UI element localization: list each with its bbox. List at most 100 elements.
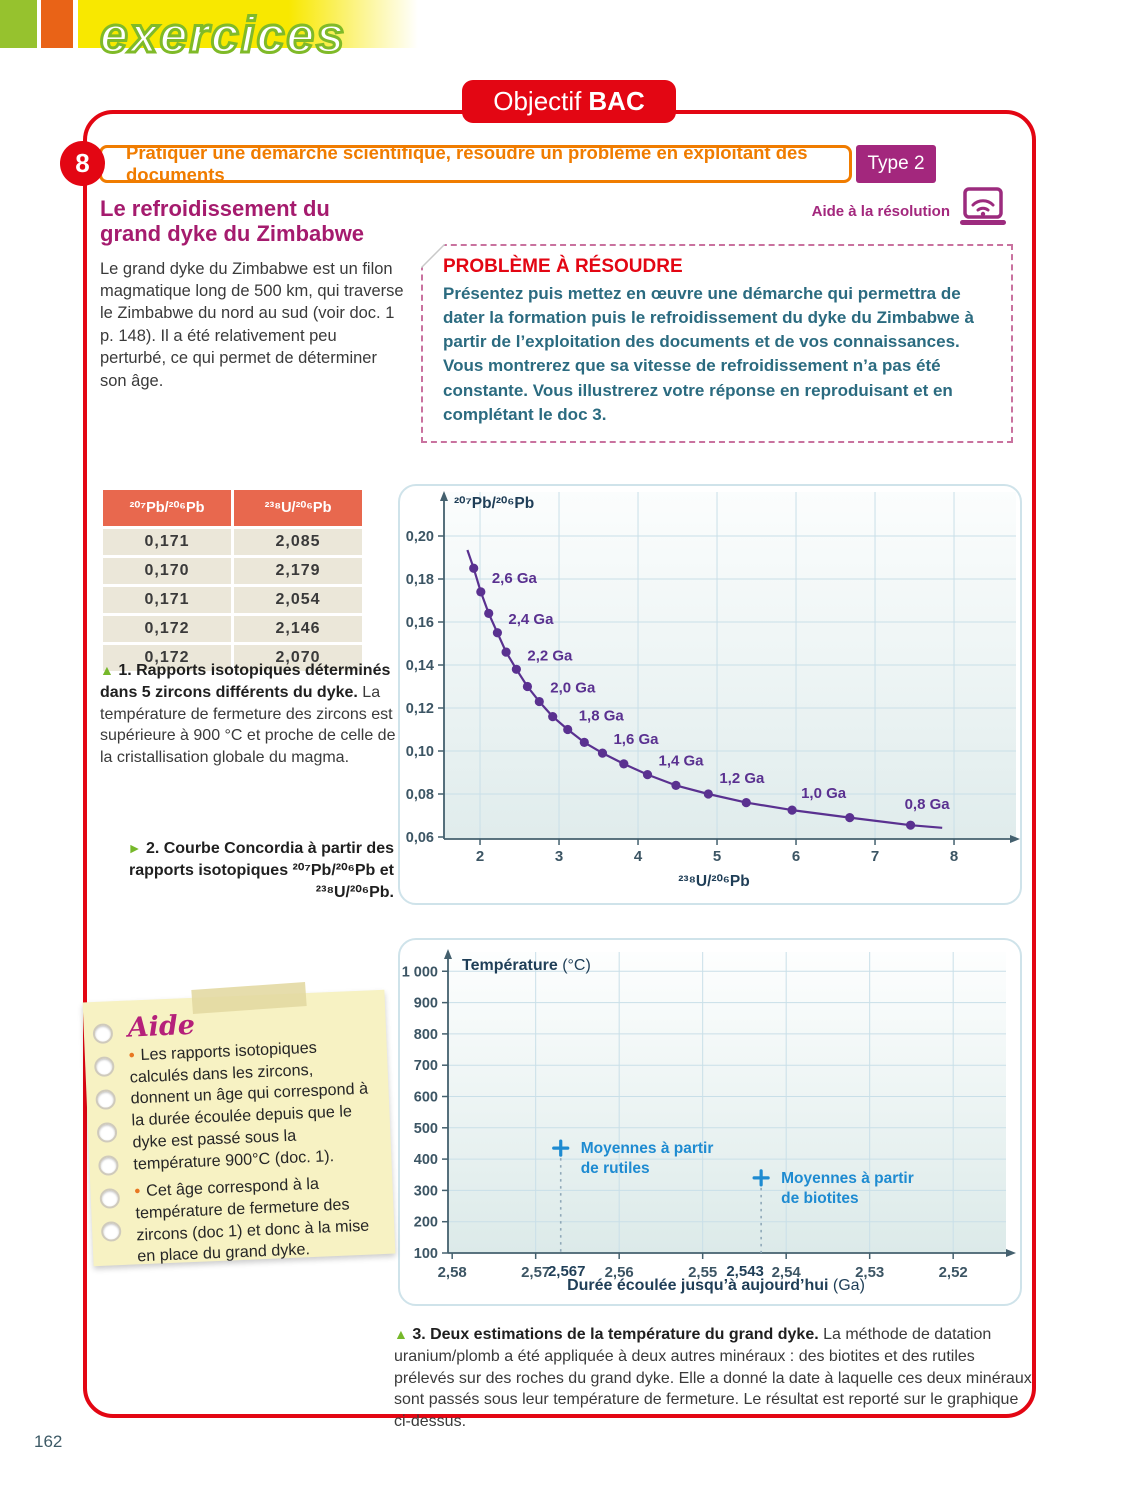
type-badge: Type 2	[856, 145, 936, 183]
table-cell: 2,054	[234, 587, 362, 613]
isotope-table: ²⁰⁷Pb/²⁰⁶Pb ²³⁸U/²⁰⁶Pb 0,171 2,085 0,170 2,1…	[100, 487, 365, 674]
folded-corner	[421, 244, 445, 268]
svg-text:Moyennes à partir: Moyennes à partir	[581, 1140, 714, 1157]
isotope-table-header: ²³⁸U/²⁰⁶Pb	[234, 490, 362, 526]
objectif-word: Objectif	[493, 86, 582, 116]
svg-text:500: 500	[414, 1121, 438, 1137]
punched-hole	[92, 1023, 114, 1045]
svg-text:0,20: 0,20	[406, 529, 434, 545]
isotope-table-body: 0,171 2,085 0,170 2,179 0,171 2,054 0,172 2,146…	[103, 529, 362, 671]
aide-note-bullet: Cet âge correspond à la température de f…	[134, 1171, 381, 1268]
table-cell: 0,171	[103, 587, 231, 613]
table-cell: 2,085	[234, 529, 362, 555]
svg-text:8: 8	[950, 848, 958, 865]
concordia-chart: 0,06 0,08 0,10 0,12 0,14 0,16 0,18 0,20 2 3 4 5 6 7 8 ²…	[398, 484, 1022, 905]
intro-title-line1: Le refroidissement du	[100, 196, 330, 221]
exercise-title-bar: Pratiquer une démarche scientifique, rés…	[99, 142, 852, 185]
banner-orange-block	[41, 0, 73, 48]
table-row: 0,171 2,085	[103, 529, 362, 555]
intro-title-line2: grand dyke du Zimbabwe	[100, 221, 365, 247]
table-row: 0,172 2,146	[103, 616, 362, 642]
table-row: 0,172 2,070	[103, 645, 362, 671]
punched-hole	[96, 1122, 118, 1143]
svg-text:0,8 Ga: 0,8 Ga	[905, 796, 951, 813]
svg-text:1,2 Ga: 1,2 Ga	[719, 770, 765, 787]
svg-text:2,567: 2,567	[548, 1263, 586, 1280]
caption-doc1-bold: 1. Rapports isotopiques déterminés dans …	[100, 662, 391, 701]
table-cell: 0,171	[103, 529, 231, 555]
caption-doc3-bold: 3. Deux estimations de la température du…	[412, 1326, 819, 1343]
intro-block: Le refroidissement du grand dyke du Zimb…	[100, 196, 404, 392]
exercise-number-badge: 8	[60, 141, 105, 186]
svg-text:0,16: 0,16	[406, 615, 434, 631]
svg-text:100: 100	[414, 1246, 438, 1262]
svg-text:2,54: 2,54	[772, 1264, 802, 1281]
svg-text:2,4 Ga: 2,4 Ga	[508, 611, 554, 628]
punched-hole	[98, 1155, 119, 1176]
svg-text:600: 600	[414, 1090, 438, 1106]
punched-hole	[100, 1221, 122, 1242]
probleme-title: PROBLÈME À RÉSOUDRE	[443, 256, 683, 277]
aide-note-list: Les rapports isotopiques calculés dans l…	[128, 1035, 381, 1268]
svg-text:4: 4	[634, 848, 643, 865]
svg-text:300: 300	[414, 1183, 438, 1199]
svg-text:²³⁸U/²⁰⁶Pb: ²³⁸U/²⁰⁶Pb	[678, 873, 749, 890]
svg-text:800: 800	[414, 1027, 438, 1043]
caption-doc3-rest: La méthode de datation uranium/plomb a é…	[394, 1326, 1032, 1430]
svg-text:6: 6	[792, 848, 800, 865]
caption-doc1-rest: La température de fermeture des zircons …	[100, 683, 396, 766]
aide-resolution-link[interactable]: Aide à la résolution	[811, 203, 950, 220]
page-number: 162	[34, 1432, 63, 1451]
svg-text:200: 200	[414, 1215, 438, 1231]
doc3-triangle-icon: ▲	[394, 1326, 408, 1342]
temperature-chart: 100 200 300 400 500 600 700 800 900 1 000 2,58 2,57…	[398, 938, 1022, 1306]
svg-text:1,0 Ga: 1,0 Ga	[801, 785, 847, 802]
svg-text:1,8 Ga: 1,8 Ga	[579, 708, 625, 725]
svg-text:2,57: 2,57	[521, 1264, 550, 1281]
svg-text:²⁰⁷Pb/²⁰⁶Pb: ²⁰⁷Pb/²⁰⁶Pb	[454, 495, 534, 512]
table-cell: 2,146	[234, 616, 362, 642]
svg-text:0,14: 0,14	[406, 658, 434, 674]
concordia-chart-svg: 0,06 0,08 0,10 0,12 0,14 0,16 0,18 0,20 2 3 4 5 6 7 8 ²…	[406, 491, 1020, 890]
table-cell: 0,172	[103, 645, 231, 671]
doc1-triangle-icon: ▲	[100, 662, 114, 678]
svg-text:1,4 Ga: 1,4 Ga	[659, 753, 705, 770]
punched-hole	[95, 1089, 117, 1110]
probleme-body: Présentez puis mettez en œuvre une démar…	[443, 284, 974, 424]
svg-text:de biotites: de biotites	[781, 1190, 859, 1207]
svg-text:2,55: 2,55	[688, 1264, 717, 1281]
svg-text:2,543: 2,543	[726, 1263, 764, 1280]
svg-text:2,6 Ga: 2,6 Ga	[492, 570, 538, 587]
svg-text:2,0 Ga: 2,0 Ga	[550, 680, 596, 697]
probleme-box: PROBLÈME À RÉSOUDRE Présentez puis mette…	[421, 244, 1013, 443]
svg-text:5: 5	[713, 848, 721, 865]
temperature-chart-svg: 100 200 300 400 500 600 700 800 900 1 000 2,58 2,57…	[402, 949, 1016, 1294]
aide-note-bullet: Les rapports isotopiques calculés dans l…	[128, 1035, 377, 1175]
caption-doc2: ► 2. Courbe Concordia à partir des rappo…	[96, 838, 394, 903]
svg-text:0,08: 0,08	[406, 787, 434, 803]
table-cell: 0,170	[103, 558, 231, 584]
laptop-wifi-icon[interactable]	[958, 185, 1008, 236]
svg-text:1,6 Ga: 1,6 Ga	[613, 731, 659, 748]
svg-text:2,56: 2,56	[605, 1264, 634, 1281]
punched-hole	[93, 1056, 115, 1077]
svg-text:Température (°C): Température (°C)	[462, 957, 591, 974]
isotope-table-header: ²⁰⁷Pb/²⁰⁶Pb	[103, 490, 231, 526]
svg-text:400: 400	[414, 1152, 438, 1168]
svg-text:3: 3	[555, 848, 563, 865]
caption-doc1: ▲ 1. Rapports isotopiques déterminés dan…	[100, 660, 398, 769]
svg-text:0,18: 0,18	[406, 572, 434, 588]
exercices-logo: exercices	[98, 6, 347, 65]
svg-text:0,12: 0,12	[406, 701, 434, 717]
svg-text:900: 900	[414, 996, 438, 1012]
table-row: 0,171 2,054	[103, 587, 362, 613]
svg-text:Moyennes à partir: Moyennes à partir	[781, 1170, 914, 1187]
table-cell: 0,172	[103, 616, 231, 642]
svg-text:2,52: 2,52	[939, 1264, 968, 1281]
table-cell: 2,070	[234, 645, 362, 671]
caption-doc3: ▲ 3. Deux estimations de la température …	[394, 1324, 1038, 1433]
objectif-bac-badge: Objectif BAC	[462, 80, 676, 123]
svg-text:2,58: 2,58	[438, 1264, 467, 1281]
svg-text:0,06: 0,06	[406, 830, 434, 846]
svg-text:2,2 Ga: 2,2 Ga	[527, 647, 573, 664]
